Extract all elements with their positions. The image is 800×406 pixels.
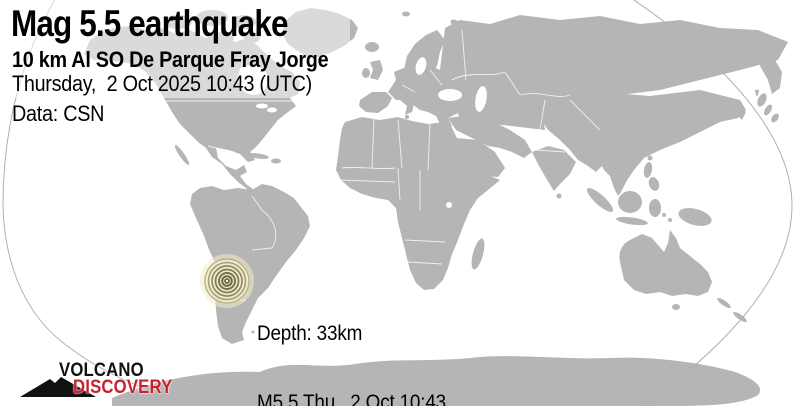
java bbox=[616, 216, 648, 226]
quake-datetime-utc: Thursday, 2 Oct 2025 10:43 (UTC) bbox=[12, 71, 312, 96]
australia bbox=[619, 230, 712, 296]
iceland bbox=[365, 42, 379, 52]
lake-victoria bbox=[446, 202, 452, 208]
data-source: Data: CSN bbox=[12, 101, 105, 126]
continent-africa bbox=[336, 117, 500, 290]
sea-of-okhotsk bbox=[749, 70, 765, 90]
page-title: Mag 5.5 earthquake bbox=[11, 3, 288, 44]
east-asia bbox=[540, 90, 746, 194]
logo-word-discovery: DISCOVERY bbox=[73, 377, 173, 398]
indochina bbox=[600, 160, 628, 196]
quake-magnitude-time: M5.5 Thu, 2 Oct 10:43 bbox=[257, 391, 446, 406]
italy bbox=[400, 94, 414, 115]
india bbox=[532, 146, 576, 191]
volcano-icon bbox=[20, 377, 96, 397]
caspian-sea bbox=[475, 86, 487, 112]
quake-details: Depth: 33km M5.5 Thu, 2 Oct 10:43 Local … bbox=[257, 276, 548, 406]
tasmania bbox=[672, 304, 680, 310]
korea bbox=[736, 106, 746, 120]
new-zealand bbox=[717, 297, 731, 309]
volcano-discovery-logo[interactable]: VOLCANO DISCOVERY bbox=[0, 355, 220, 406]
logo-word-volcano: VOLCANO bbox=[59, 360, 144, 381]
country-borders bbox=[165, 29, 601, 301]
sulawesi bbox=[649, 199, 661, 217]
united-kingdom bbox=[370, 60, 383, 80]
quake-depth: Depth: 33km bbox=[257, 322, 363, 345]
header-backdrop bbox=[0, 0, 350, 98]
russia-siberia bbox=[440, 15, 788, 100]
arabia bbox=[456, 138, 505, 177]
sumatra bbox=[586, 188, 614, 212]
antarctica bbox=[112, 356, 761, 406]
new-guinea bbox=[678, 208, 712, 226]
kamchatka bbox=[760, 55, 782, 94]
baltic-sea bbox=[415, 57, 427, 75]
scandinavia bbox=[403, 30, 445, 74]
iberia bbox=[359, 92, 392, 113]
madagascar bbox=[471, 238, 485, 270]
borneo bbox=[618, 191, 642, 213]
japan bbox=[757, 93, 767, 107]
quake-location: 10 km Al SO De Parque Fray Jorge bbox=[12, 47, 329, 72]
philippines bbox=[643, 162, 653, 178]
earthquake-epicenter-marker bbox=[200, 254, 254, 308]
europe bbox=[388, 56, 480, 132]
middle-east bbox=[448, 115, 532, 158]
black-sea bbox=[438, 89, 462, 101]
